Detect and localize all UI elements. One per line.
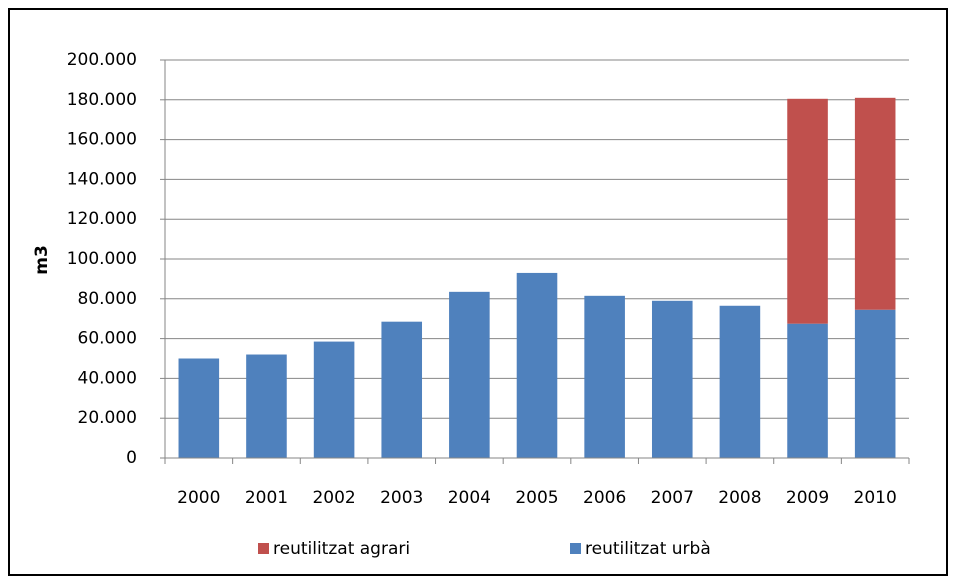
x-tick-label: 2006	[583, 488, 626, 508]
y-tick-label: 60.000	[78, 329, 137, 349]
bar-segment	[787, 323, 828, 458]
y-tick-label: 80.000	[78, 289, 137, 309]
bar-segment	[313, 341, 355, 458]
x-tick-label: 2002	[312, 488, 355, 508]
bar-segment	[854, 97, 896, 310]
bar-segment	[787, 98, 828, 324]
y-tick-label: 160.000	[67, 130, 137, 150]
bar-segment	[516, 272, 558, 458]
x-tick-label: 2004	[448, 488, 491, 508]
x-tick-label: 2000	[177, 488, 220, 508]
bar-segment	[651, 300, 693, 458]
y-tick-label: 100.000	[67, 249, 137, 269]
bar-segment	[584, 295, 625, 458]
x-tick-label: 2010	[854, 488, 897, 508]
y-tick-label: 0	[126, 448, 137, 468]
bar-segment	[178, 358, 220, 458]
legend-swatch	[258, 543, 269, 554]
y-tick-label: 180.000	[67, 90, 137, 110]
legend-swatch	[570, 543, 581, 554]
x-tick-label: 2003	[380, 488, 423, 508]
bar-segment	[719, 305, 761, 458]
y-tick-label: 40.000	[78, 368, 137, 388]
bar-segment	[381, 321, 423, 458]
y-axis-label: m3	[32, 245, 52, 275]
y-tick-label: 120.000	[67, 209, 137, 229]
bar-segment	[449, 291, 490, 458]
x-tick-label: 2008	[718, 488, 761, 508]
x-tick-label: 2009	[786, 488, 829, 508]
y-tick-label: 200.000	[67, 50, 137, 70]
legend-label: reutilitzat urbà	[585, 539, 711, 559]
bar-segment	[246, 354, 287, 458]
y-tick-label: 20.000	[78, 408, 137, 428]
x-tick-label: 2005	[515, 488, 558, 508]
x-tick-label: 2007	[651, 488, 694, 508]
legend-label: reutilitzat agrari	[273, 539, 410, 559]
x-tick-label: 2001	[245, 488, 288, 508]
bar-segment	[854, 309, 896, 458]
y-tick-label: 140.000	[67, 169, 137, 189]
